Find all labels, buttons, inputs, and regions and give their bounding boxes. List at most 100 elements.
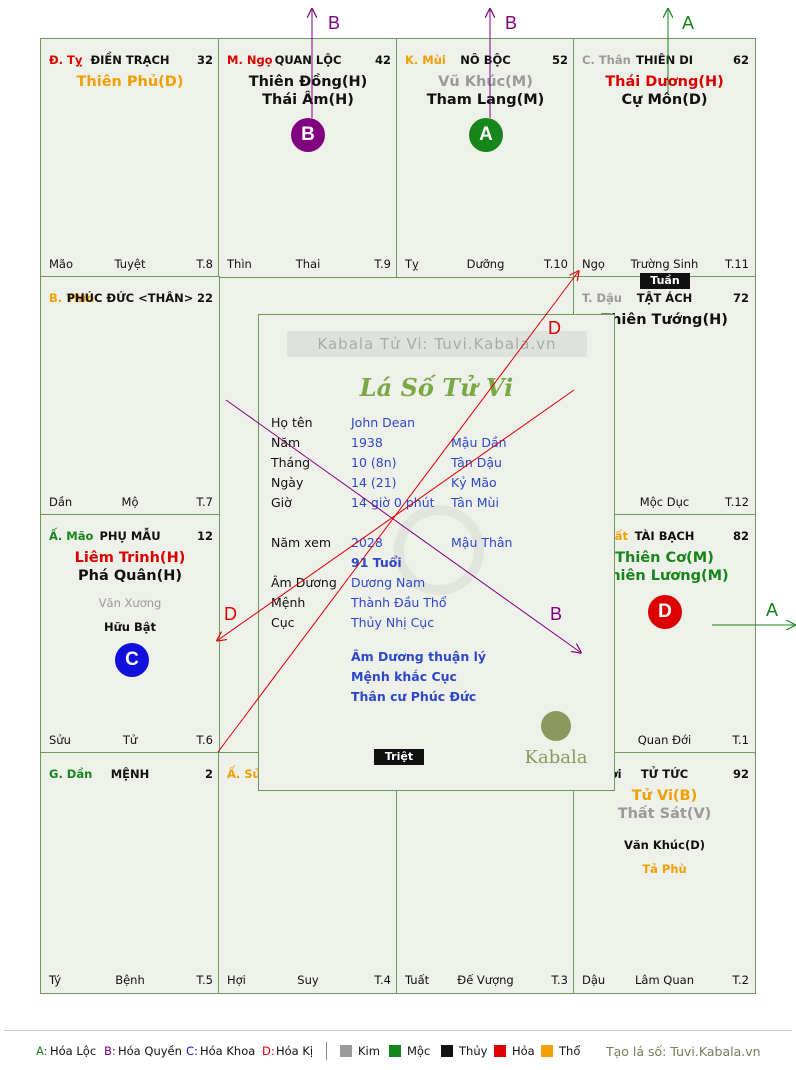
palace-phuc-duc[interactable]: B. Thìn PHÚC ĐỨC <THÂN> 22 Dần Mộ T.7 — [40, 276, 220, 516]
palace-dai-van: 82 — [732, 529, 749, 543]
palace-month: T.2 — [732, 973, 749, 987]
palace-stage: Tử — [122, 733, 138, 747]
palace-name: MỆNH — [110, 767, 150, 781]
info-key: Cục — [271, 615, 295, 630]
info-note: Mệnh khắc Cục — [351, 669, 457, 684]
info-key: Năm — [271, 435, 301, 450]
info-key: Năm xem — [271, 535, 332, 550]
palace-dai-van: 52 — [551, 53, 568, 67]
legend-code: D: — [262, 1044, 275, 1058]
arrow-label-a1: A — [682, 13, 694, 33]
major-star: Cự Môn(D) — [621, 92, 708, 108]
palace-branch: Mão — [49, 257, 74, 271]
info-value: Dương Nam — [351, 575, 426, 590]
minor-star: Văn Xương — [98, 596, 162, 610]
info-value: 14 (21) — [351, 475, 397, 490]
badge-d-hoa-ki: D — [648, 595, 682, 629]
legend-label: Hóa Quyền — [118, 1044, 182, 1058]
info-value: Thành Đầu Thổ — [351, 595, 447, 610]
element-label: Mộc — [407, 1044, 431, 1058]
palace-footer: Dậu Lâm Quan T.2 — [580, 973, 749, 987]
palace-name: QUAN LỘC — [274, 53, 342, 67]
element-swatch — [340, 1045, 352, 1057]
legend-code: A: — [36, 1044, 48, 1058]
info-value: 14 giờ 0 phút — [351, 495, 435, 510]
palace-stage: Trường Sinh — [630, 257, 699, 271]
palace-month: T.10 — [544, 257, 568, 271]
palace-branch: Tuất — [405, 973, 430, 987]
triet-tag: Triệt — [374, 749, 424, 765]
major-star: Thiên Cơ(M) — [615, 550, 714, 566]
major-star: Thiên Tướng(H) — [601, 312, 728, 328]
palace-footer: Ngọ Trường Sinh T.11 — [580, 257, 749, 271]
palace-header: K. Mùi NÔ BỘC 52 — [403, 53, 568, 67]
minor-star: Hữu Bật — [103, 620, 157, 634]
palace-stars: Tử Vi(B) Thất Sát(V) Văn Khúc(D) Tả Phù — [574, 787, 755, 885]
element-swatch — [494, 1045, 506, 1057]
element-label: Thổ — [559, 1044, 581, 1058]
major-star: Tử Vi(B) — [631, 788, 698, 804]
palace-name: TỬ TỨC — [640, 767, 689, 781]
palace-name: TÀI BẠCH — [634, 529, 695, 543]
palace-phu-mau[interactable]: Ấ. Mão PHỤ MẪU 12 Liêm Trinh(H) Phá Quân(H) V… — [40, 514, 220, 754]
palace-header: G. Dần MỆNH 2 — [47, 767, 213, 781]
palace-footer: Tuất Đế Vượng T.3 — [403, 973, 568, 987]
palace-month: T.3 — [551, 973, 568, 987]
palace-name: TẬT ÁCH — [636, 291, 693, 305]
palace-month: T.8 — [196, 257, 213, 271]
birth-info: Họ tên John Dean Năm 1938 Mậu Dần Tháng 10 (8n… — [271, 415, 611, 715]
info-value: John Dean — [351, 415, 416, 430]
element-label: Kim — [358, 1044, 380, 1058]
major-star: Thiên Đồng(H) — [248, 74, 368, 90]
palace-month: T.4 — [374, 973, 391, 987]
center-info-panel: Kabala Tử Vi: Tuvi.Kabala.vn Lá Số Tử Vi… — [258, 314, 615, 791]
credit-link[interactable]: Tạo lá số: Tuvi.Kabala.vn — [606, 1044, 761, 1059]
badge-b-hoa-quyen: B — [291, 118, 325, 152]
palace-header: Đ. Tỵ ĐIỀN TRẠCH 32 — [47, 53, 213, 67]
palace-no-boc[interactable]: K. Mùi NÔ BỘC 52 Vũ Khúc(M) Tham Lang(M) Tỵ Dư… — [396, 38, 575, 278]
minor-star: Tả Phù — [642, 862, 687, 876]
major-star: Phá Quân(H) — [78, 568, 182, 584]
palace-stage: Dưỡng — [466, 257, 505, 271]
palace-month: T.12 — [725, 495, 749, 509]
palace-huynh-de[interactable]: Ấ. SửuHUYNH ĐỆ112HợiSuyT.4 — [218, 752, 398, 994]
palace-can-chi: Ấ. Mão — [49, 529, 94, 543]
palace-dien-trach[interactable]: Đ. Tỵ ĐIỀN TRẠCH 32 Thiên Phủ(D) Mão Tuyệt T.8 — [40, 38, 220, 278]
info-ganzhi: Tân Mùi — [451, 495, 499, 510]
legend-label: Hóa Lộc — [50, 1044, 97, 1058]
info-key: Ngày — [271, 475, 304, 490]
palace-dai-van: 62 — [732, 53, 749, 67]
palace-stage: Tuyệt — [114, 257, 146, 271]
info-note: Thân cư Phúc Đức — [351, 689, 477, 704]
element-label: Thủy — [459, 1044, 488, 1058]
palace-can-chi: T. Dậu — [582, 291, 622, 305]
palace-branch: Hợi — [227, 973, 246, 987]
info-value: 10 (8n) — [351, 455, 397, 470]
palace-thien-di[interactable]: C. Thân THIÊN DI 62 Thái Dương(H) Cự Môn(D) N… — [573, 38, 756, 278]
legend-code: B: — [104, 1044, 116, 1058]
legend-separator — [326, 1042, 327, 1060]
palace-dai-van: 32 — [196, 53, 213, 67]
palace-menh[interactable]: G. Dần MỆNH 2 Tý Bệnh T.5 — [40, 752, 220, 994]
palace-stage: Quan Đới — [637, 733, 692, 747]
major-star: Thái Âm(H) — [262, 92, 354, 108]
palace-name: NÔ BỘC — [460, 53, 511, 67]
info-key: Âm Dương — [271, 575, 337, 590]
major-star: Tham Lang(M) — [426, 92, 545, 108]
tuan-tag: Tuần — [640, 273, 690, 289]
palace-dai-van: 42 — [374, 53, 391, 67]
palace-branch: Tý — [49, 973, 62, 987]
palace-stage: Mộ — [121, 495, 139, 509]
info-ganzhi: Kỷ Mão — [451, 475, 497, 490]
palace-quan-loc[interactable]: M. Ngọ QUAN LỘC 42 Thiên Đồng(H) Thái Âm(H) T… — [218, 38, 398, 278]
palace-branch: Sửu — [49, 733, 71, 747]
info-key: Tháng — [271, 455, 311, 470]
info-key: Mệnh — [271, 595, 306, 610]
watermark-text: Kabala Tử Vi: Tuvi.Kabala.vn — [287, 331, 587, 357]
palace-footer: Hợi Suy T.4 — [225, 973, 391, 987]
info-value: 91 Tuổi — [351, 555, 402, 570]
palace-stage: Đế Vượng — [457, 973, 514, 987]
palace-footer: Thìn Thai T.9 — [225, 257, 391, 271]
